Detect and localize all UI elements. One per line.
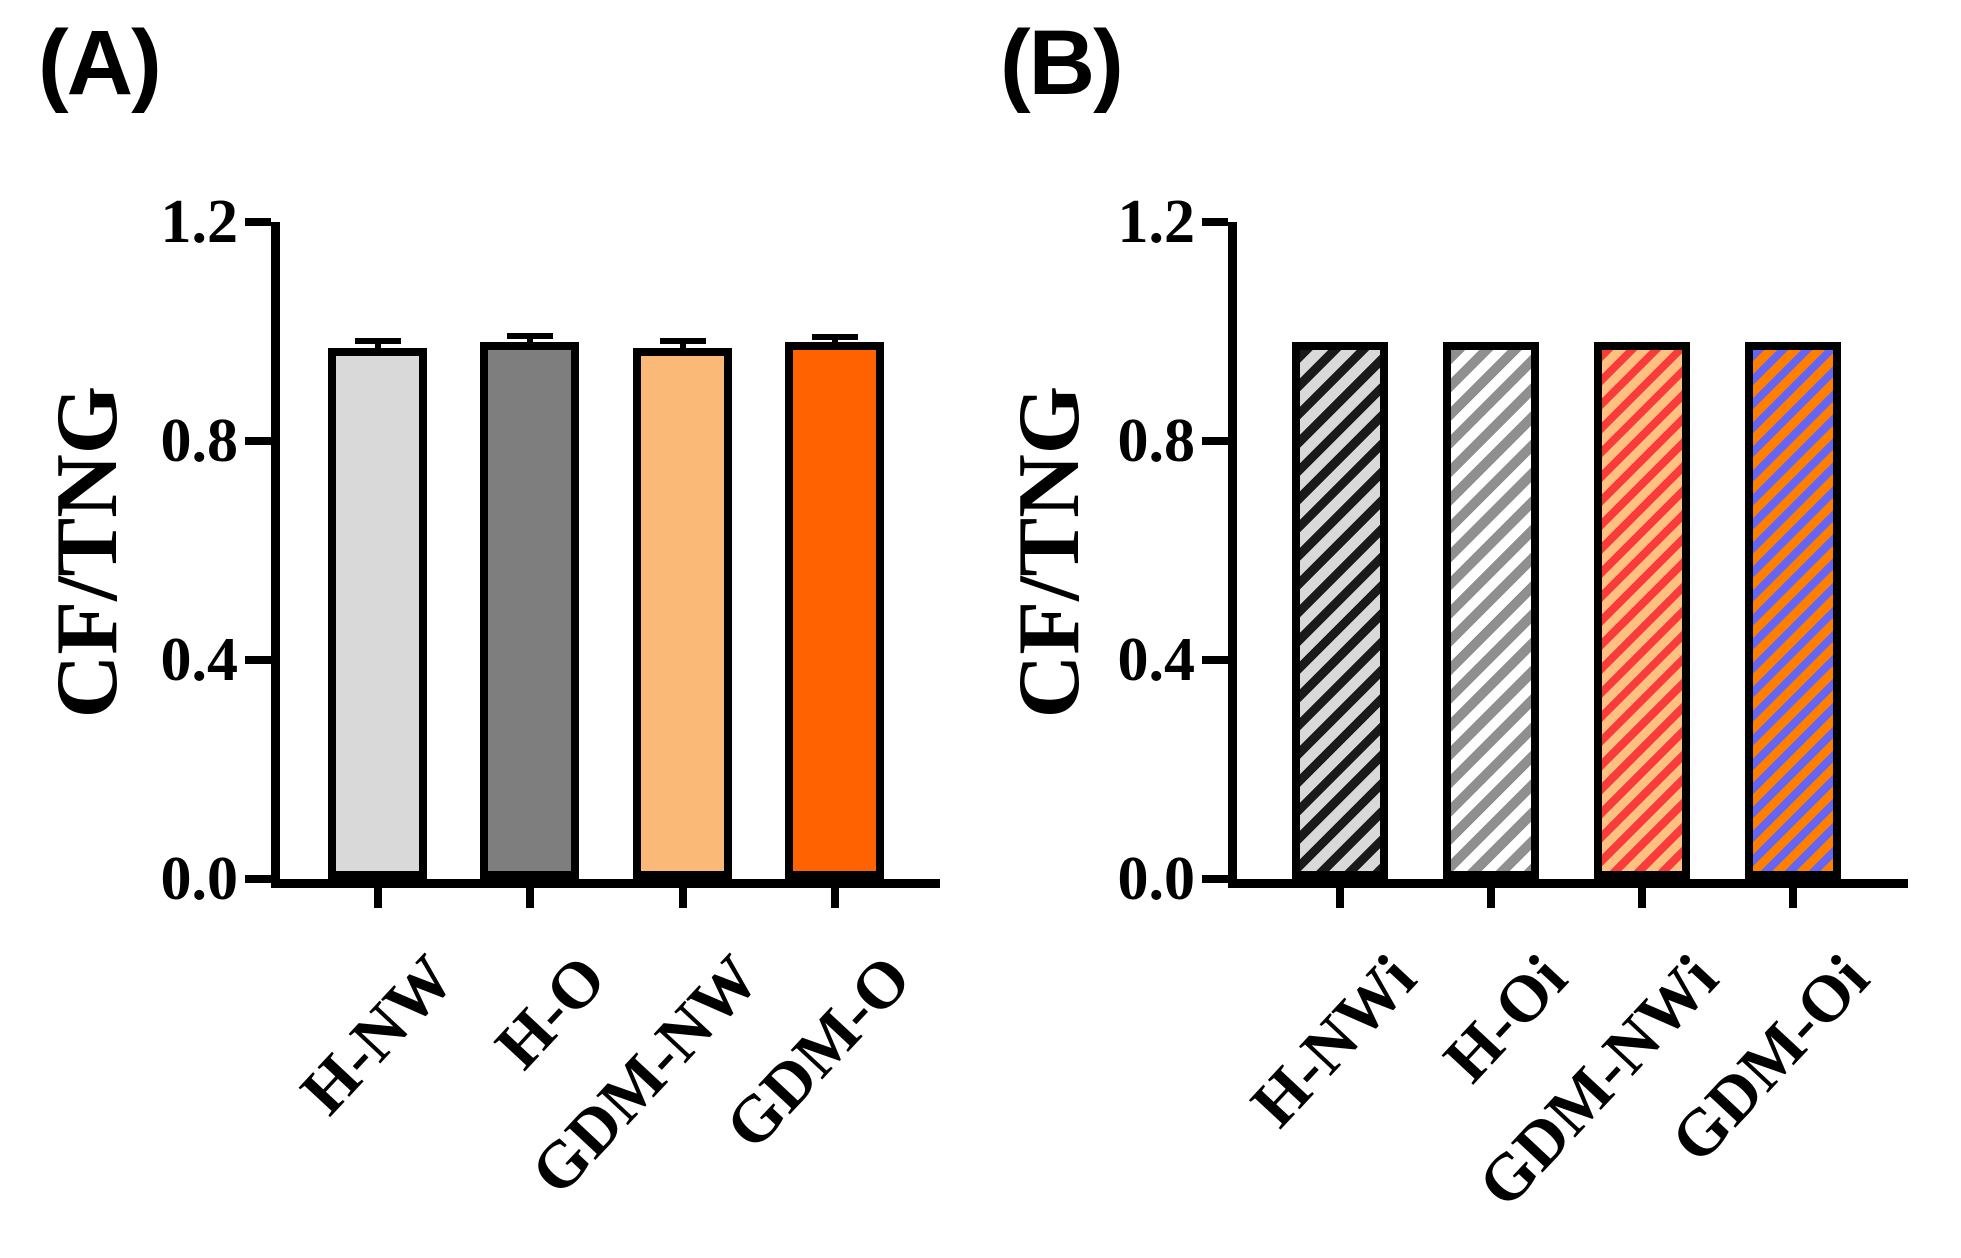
- error-bar-whisker: [831, 336, 838, 345]
- error-bar-cap: [811, 333, 858, 340]
- error-bar-whisker: [526, 335, 533, 345]
- y-axis-line: [271, 222, 280, 888]
- panel-b-letter: (B): [1000, 12, 1124, 114]
- bar-gdm-nw: [633, 347, 732, 879]
- y-tick-label: 0.8: [160, 407, 239, 475]
- x-tick: [373, 888, 382, 908]
- bar-gdm-o: [785, 342, 884, 879]
- y-tick-label: 0.0: [1117, 845, 1196, 913]
- y-tick: [245, 218, 271, 226]
- y-tick: [1202, 218, 1228, 226]
- y-axis-line: [1228, 222, 1237, 888]
- y-tick-label: 1.2: [160, 188, 239, 256]
- x-tick: [1336, 888, 1344, 908]
- x-axis-line: [271, 879, 940, 888]
- bar-gdm-nwi: [1594, 342, 1690, 879]
- x-tick: [830, 888, 839, 908]
- y-axis-title-b: CF/TNG: [1001, 385, 1098, 719]
- y-tick: [245, 437, 271, 445]
- error-bar-cap: [506, 332, 553, 339]
- y-tick-label: 0.8: [1117, 407, 1196, 475]
- x-tick: [678, 888, 687, 908]
- y-tick-label: 0.4: [160, 626, 239, 694]
- bar-h-oi: [1443, 342, 1539, 879]
- x-tick: [1638, 888, 1646, 908]
- error-bar-cap: [354, 337, 401, 344]
- bar-h-nwi: [1292, 342, 1388, 879]
- y-tick-label: 1.2: [1117, 188, 1196, 256]
- bar-gdm-oi: [1745, 342, 1841, 879]
- x-tick: [1487, 888, 1495, 908]
- y-tick: [1202, 875, 1228, 883]
- y-tick-label: 0.4: [1117, 626, 1196, 694]
- y-tick: [245, 656, 271, 664]
- y-axis-title-a: CF/TNG: [39, 385, 136, 719]
- panel-a-letter: (A): [38, 12, 162, 114]
- bar-h-nw: [328, 347, 427, 879]
- bar-h-o: [480, 342, 579, 879]
- y-tick-label: 0.0: [160, 845, 239, 913]
- y-tick: [1202, 656, 1228, 664]
- x-tick: [1789, 888, 1797, 908]
- x-axis-line: [1228, 879, 1908, 888]
- x-tick: [525, 888, 534, 908]
- y-tick: [245, 875, 271, 883]
- error-bar-whisker: [374, 340, 381, 350]
- error-bar-whisker: [679, 341, 686, 350]
- y-tick: [1202, 437, 1228, 445]
- error-bar-cap: [659, 338, 706, 345]
